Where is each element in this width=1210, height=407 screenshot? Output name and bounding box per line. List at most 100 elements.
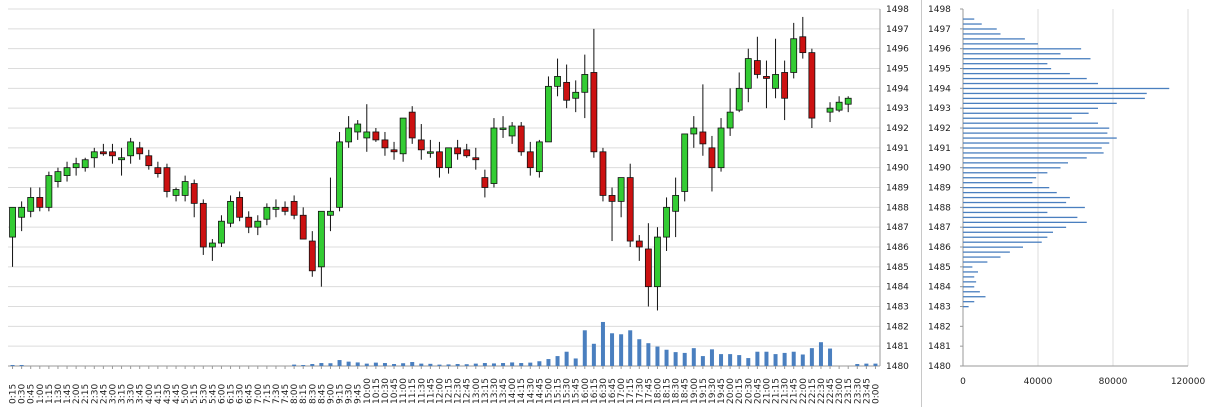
- candle-body: [608, 195, 616, 202]
- candle-body: [354, 123, 362, 133]
- y-tick-label: 1494: [928, 84, 951, 94]
- candle-body: [299, 214, 307, 240]
- y-tick-label: 1480: [886, 362, 909, 372]
- profile-bar: [963, 157, 1087, 159]
- candle-body: [308, 240, 316, 272]
- profile-bar: [963, 112, 1089, 114]
- y-tick-label: 1487: [928, 223, 951, 233]
- volume-bar: [873, 363, 878, 366]
- volume-bar: [491, 363, 496, 366]
- x-tick-label: 13:15: [481, 378, 491, 404]
- candle-body: [635, 240, 643, 248]
- profile-bar: [963, 221, 1087, 224]
- x-tick-label: 23:30: [853, 378, 863, 404]
- x-tick-label: 5:00: [181, 384, 191, 404]
- x-tick-label: 6:00: [217, 384, 227, 404]
- candle-body: [109, 151, 116, 157]
- x-tick-label: 9:15: [336, 384, 346, 404]
- volume-bar: [637, 339, 642, 366]
- y-tick-label: 1489: [928, 184, 951, 194]
- y-tick-label: 1492: [886, 124, 909, 134]
- volume-bar: [610, 333, 615, 366]
- volume-bar: [764, 351, 769, 366]
- profile-bar: [963, 53, 1061, 55]
- y-tick-label: 1493: [928, 104, 951, 114]
- x-tick-label: 7:30: [272, 384, 282, 404]
- volume-bar: [419, 363, 424, 366]
- candle-body: [136, 147, 144, 155]
- volume-bar: [519, 363, 524, 366]
- candle-body: [254, 220, 262, 228]
- candle-body: [72, 163, 80, 169]
- x-tick-label: 14:30: [526, 378, 536, 404]
- x-tick-label: 17:45: [644, 378, 654, 404]
- x-tick-label: 1:30: [54, 384, 64, 404]
- y-tick-label: 1497: [886, 25, 909, 35]
- x-tick-label: 19:15: [699, 378, 709, 404]
- candle-body: [472, 157, 480, 161]
- volume-bar: [410, 362, 415, 366]
- candle-body: [572, 91, 580, 99]
- x-tick-label: 3:45: [136, 384, 146, 404]
- y-tick-label: 1497: [928, 25, 951, 35]
- candle-body: [181, 181, 189, 196]
- x-tick-label: 10:00: [363, 378, 373, 404]
- candle-body: [644, 248, 652, 288]
- y-tick-label: 1485: [928, 263, 951, 273]
- volume-bar: [628, 330, 633, 366]
- volume-bar: [501, 363, 506, 366]
- candle-body: [154, 167, 162, 175]
- candle-body: [753, 60, 761, 75]
- candlestick-volume-chart: 1480 1481 1482 1483 1484 1485 1486 1487 1488 1489…: [8, 5, 909, 404]
- candle-body: [99, 151, 107, 155]
- candle-body: [744, 58, 752, 89]
- volume-bar: [809, 348, 814, 366]
- candle-body: [490, 127, 498, 184]
- candle-body: [808, 52, 816, 119]
- x-tick-label: 10:30: [381, 378, 391, 404]
- profile-bar: [963, 206, 1085, 209]
- x-tick-label: 11:45: [426, 378, 436, 404]
- volume-bar: [10, 365, 15, 366]
- x-tick-label: 15:30: [563, 378, 573, 404]
- volume-bar: [510, 362, 515, 366]
- x-tick-label: 3:15: [118, 384, 128, 404]
- volume-bar: [855, 364, 860, 366]
- x-tick-label: 15:00: [544, 378, 554, 404]
- x-tick-label: 6:30: [236, 384, 246, 404]
- candle-body: [699, 131, 707, 145]
- profile-bar: [963, 43, 1038, 45]
- x-tick-label: 9:00: [326, 384, 336, 404]
- profile-bar: [963, 271, 978, 273]
- x-tick-label: 21:00: [762, 378, 772, 404]
- y-tick-label: 1496: [928, 45, 951, 55]
- x-tick-label: 6:45: [245, 384, 255, 404]
- y-tick-label: 1481: [928, 342, 951, 352]
- volume-bar: [655, 346, 660, 366]
- candle-body: [617, 177, 625, 202]
- candle-body: [272, 206, 280, 210]
- x-tick-label: 0:00: [871, 384, 881, 404]
- candle-body: [535, 141, 543, 173]
- x-tick-label: 13:30: [490, 378, 500, 404]
- profile-bar: [963, 127, 1110, 129]
- y-tick-label: 1484: [928, 283, 951, 293]
- x-tick-label: 17:00: [617, 378, 627, 404]
- y-tick-label: 1487: [886, 223, 909, 233]
- profile-bar: [963, 82, 1098, 85]
- x-tick-label: 16:30: [599, 378, 609, 404]
- x-tick-label: 15:45: [572, 378, 582, 404]
- profile-bar: [963, 256, 1001, 258]
- profile-bar: [963, 291, 980, 293]
- y-tick-label: 1491: [928, 144, 951, 154]
- x-tick-label: 22:30: [817, 378, 827, 404]
- volume-bar: [473, 363, 478, 366]
- candle-body: [245, 216, 253, 228]
- candle-body: [281, 206, 289, 212]
- profile-bar: [963, 182, 1033, 184]
- x-tick-label: 18:45: [681, 378, 691, 404]
- volume-bar: [828, 348, 833, 366]
- candle-body: [826, 107, 834, 113]
- volume-bar: [582, 330, 587, 366]
- x-tick-label: 4:15: [154, 384, 164, 404]
